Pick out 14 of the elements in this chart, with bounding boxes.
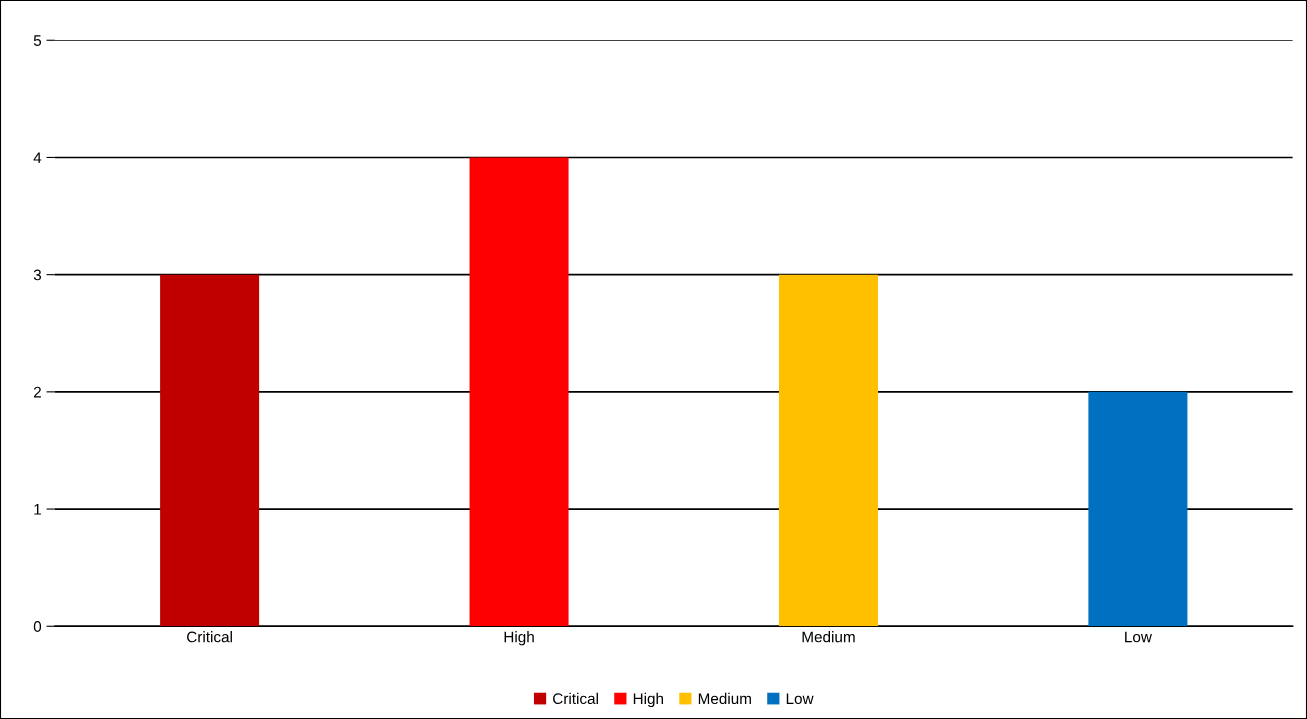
legend-label: Critical: [553, 692, 598, 705]
y-tick-label: 0: [33, 621, 42, 632]
x-tick-label: Low: [1125, 631, 1152, 643]
legend-label: Medium: [698, 692, 751, 705]
y-tick-label: 5: [33, 35, 42, 46]
y-tick-label: 4: [33, 152, 42, 163]
y-tick-label: 1: [34, 504, 41, 515]
legend-label: Low: [786, 693, 814, 705]
legend-label: High: [633, 692, 663, 708]
x-tick-label: Critical: [187, 631, 232, 643]
y-tick-label: 2: [33, 386, 41, 398]
x-tick-label: High: [504, 631, 534, 646]
y-tick-label: 3: [33, 269, 42, 281]
x-tick-label: Medium: [802, 631, 855, 643]
